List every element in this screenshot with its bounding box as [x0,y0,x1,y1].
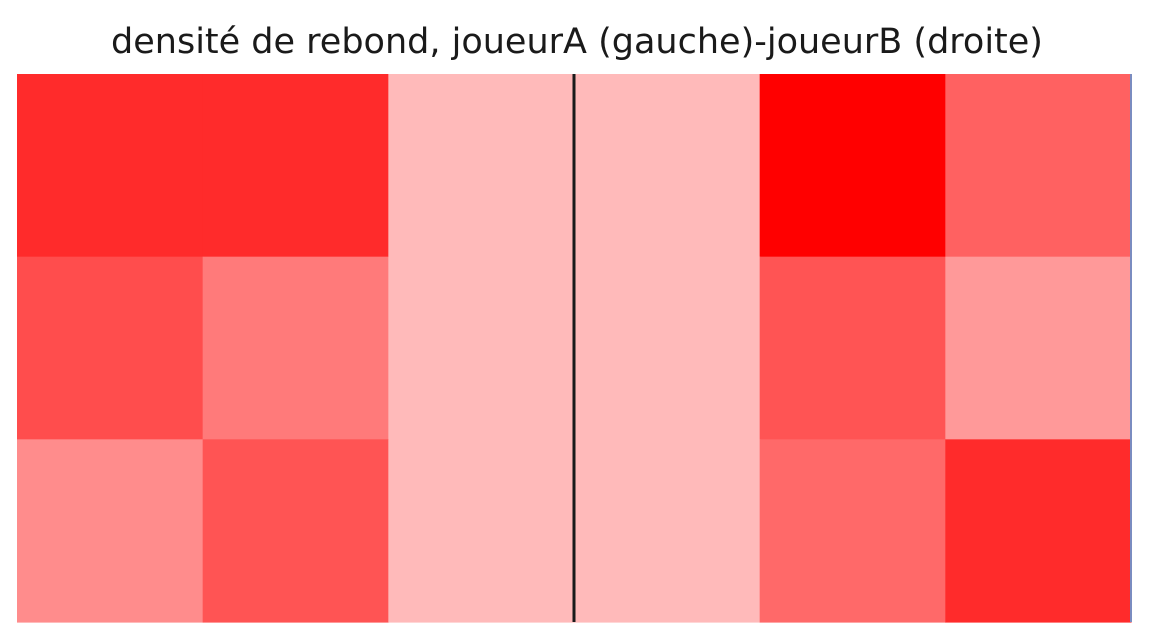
heatmap-cell-r1-c4 [760,257,946,440]
heatmap-cell-r1-c5 [945,257,1131,440]
heatmap-cell-r0-c0 [17,74,203,257]
heatmap-cell-r2-c5 [945,439,1131,622]
heatmap-cell-r0-c5 [945,74,1131,257]
heatmap-cell-r0-c3 [574,74,760,257]
heatmap-cell-r0-c1 [203,74,389,257]
heatmap-cell-r2-c2 [388,439,574,622]
heatmap-cell-r2-c0 [17,439,203,622]
heatmap-cell-r1-c3 [574,257,760,440]
heatmap-cell-r1-c1 [203,257,389,440]
heatmap-cell-r1-c0 [17,257,203,440]
heatmap-cell-r0-c4 [760,74,946,257]
heatmap-cell-r2-c3 [574,439,760,622]
heatmap-cell-r2-c1 [203,439,389,622]
heatmap-cell-r1-c2 [388,257,574,440]
heatmap-cell-r0-c2 [388,74,574,257]
heatmap-cell-r2-c4 [760,439,946,622]
